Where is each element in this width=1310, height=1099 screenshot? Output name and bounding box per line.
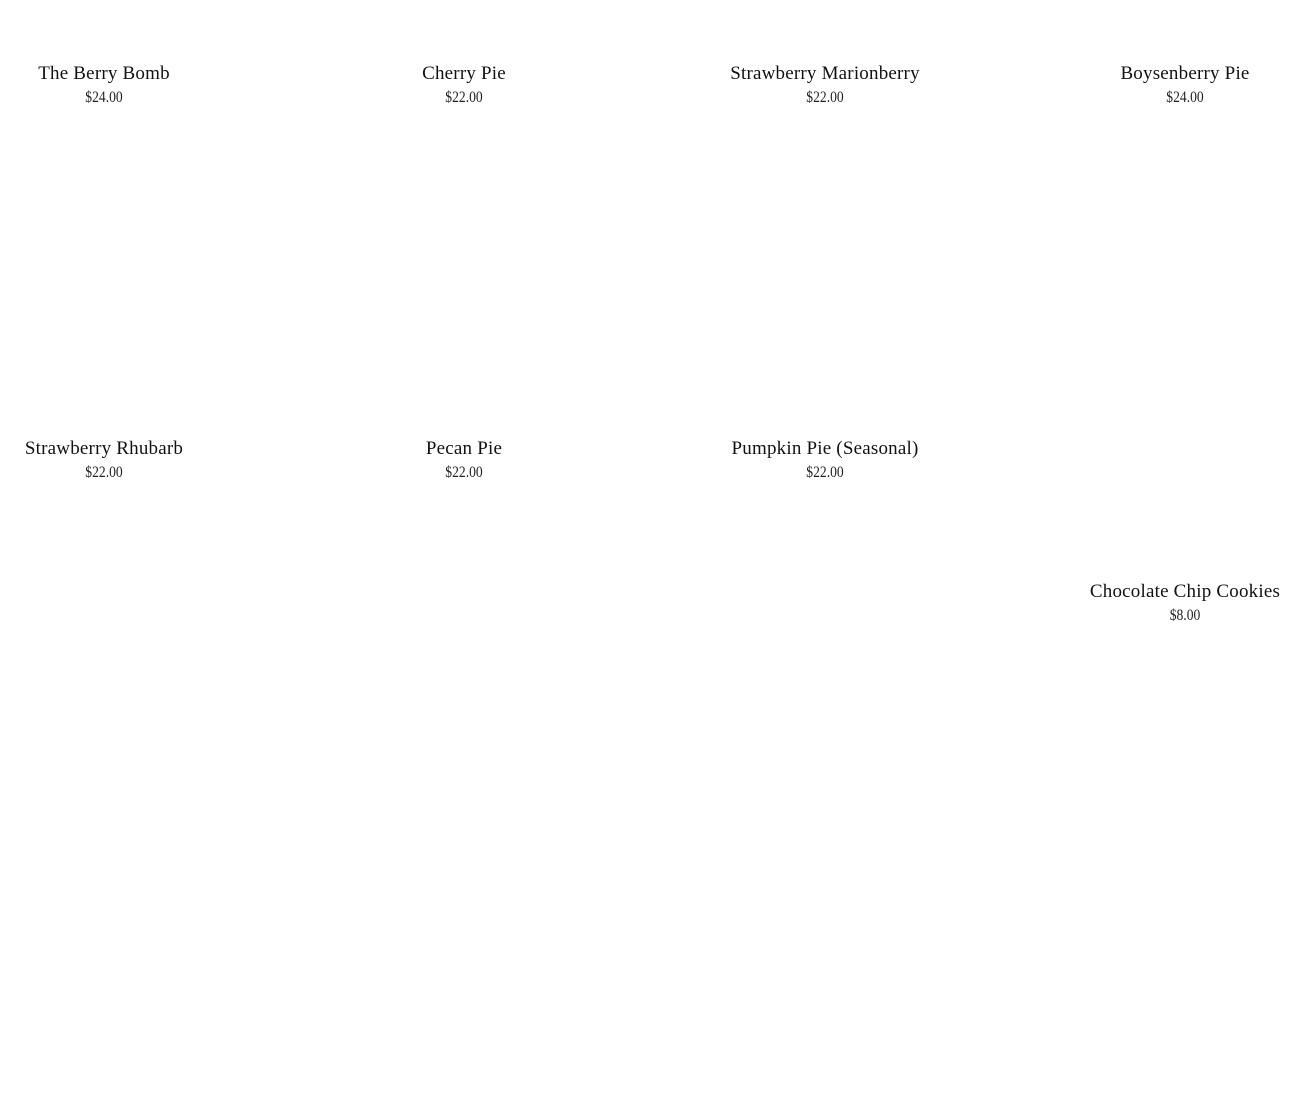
product-card[interactable]: Strawberry Rhubarb $22.00 <box>0 437 274 485</box>
product-name[interactable]: Cherry Pie <box>422 63 506 84</box>
product-name[interactable]: The Berry Bomb <box>38 63 170 84</box>
product-price: $24.00 <box>1166 89 1204 106</box>
product-card[interactable]: Chocolate Chip Cookies $8.00 <box>1015 580 1310 628</box>
product-name[interactable]: Pecan Pie <box>425 438 503 459</box>
product-name[interactable]: Strawberry Rhubarb <box>24 438 184 459</box>
product-card[interactable]: Cherry Pie $22.00 <box>294 62 634 110</box>
product-card[interactable]: Pecan Pie $22.00 <box>294 437 634 485</box>
product-card[interactable]: Boysenberry Pie $24.00 <box>1015 62 1310 110</box>
product-card[interactable]: Strawberry Marionberry $22.00 <box>655 62 995 110</box>
product-price: $22.00 <box>806 464 844 481</box>
product-price: $22.00 <box>806 89 844 106</box>
product-name[interactable]: Strawberry Marionberry <box>730 63 920 84</box>
product-name[interactable]: Boysenberry Pie <box>1120 63 1250 84</box>
product-card[interactable]: The Berry Bomb $24.00 <box>0 62 274 110</box>
product-price: $22.00 <box>445 464 483 481</box>
product-price: $8.00 <box>1169 607 1201 624</box>
product-price: $22.00 <box>445 89 483 106</box>
product-price: $22.00 <box>85 464 123 481</box>
product-name[interactable]: Pumpkin Pie (Seasonal) <box>731 438 919 459</box>
product-price: $24.00 <box>85 89 123 106</box>
product-card[interactable]: Pumpkin Pie (Seasonal) $22.00 <box>655 437 995 485</box>
product-name[interactable]: Chocolate Chip Cookies <box>1089 581 1281 602</box>
